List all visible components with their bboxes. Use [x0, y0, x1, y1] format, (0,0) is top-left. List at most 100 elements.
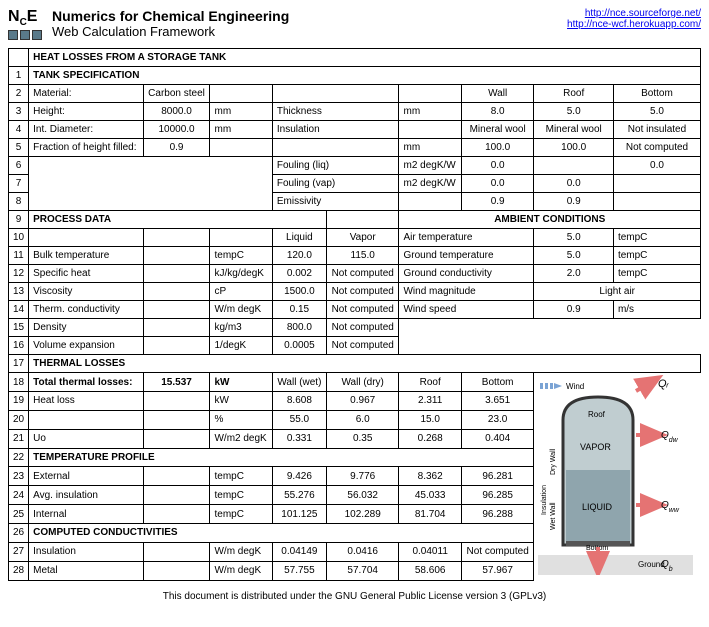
tank-diagram: Ground Roof VAPOR LIQUID Bottom Dry Wall…: [538, 375, 693, 575]
density-liq: 800.0: [272, 319, 326, 337]
ins-thickness-wall: 100.0: [461, 139, 534, 157]
avg-ins-ww: 55.276: [272, 486, 326, 505]
section-tank-spec: TANK SPECIFICATION: [29, 67, 701, 85]
material-label: Material:: [29, 85, 143, 103]
therm-cond-vap: Not computed: [326, 301, 399, 319]
emissivity-roof: 0.9: [534, 193, 614, 211]
insulation-label-diag: Insulation: [541, 485, 548, 515]
col-wall: Wall: [461, 85, 534, 103]
thickness-unit: mm: [399, 103, 461, 121]
heat-loss-wd: 0.967: [326, 392, 399, 411]
air-temp-label: Air temperature: [399, 229, 534, 247]
wind-label: Wind: [566, 382, 584, 391]
main-title: Numerics for Chemical Engineering: [52, 8, 557, 24]
fraction-value: 0.9: [143, 139, 210, 157]
internal-label: Internal: [29, 505, 143, 524]
height-label: Height:: [29, 103, 143, 121]
avg-ins-label: Avg. insulation: [29, 486, 143, 505]
spec-heat-label: Specific heat: [29, 265, 143, 283]
thickness-roof: 5.0: [534, 103, 614, 121]
uo-b: 0.404: [461, 429, 534, 448]
viscosity-label: Viscosity: [29, 283, 143, 301]
uo-wd: 0.35: [326, 429, 399, 448]
uo-r: 0.268: [399, 429, 461, 448]
wind-speed-label: Wind speed: [399, 301, 534, 319]
col-roof: Roof: [534, 85, 614, 103]
fouling-vap-unit: m2 degK/W: [399, 175, 461, 193]
col-bottom: Bottom: [613, 85, 700, 103]
vol-exp-liq: 0.0005: [272, 337, 326, 355]
emissivity-wall: 0.9: [461, 193, 534, 211]
fouling-liq-bottom: 0.0: [613, 157, 700, 175]
avg-ins-wd: 56.032: [326, 486, 399, 505]
internal-ww: 101.125: [272, 505, 326, 524]
cc-ins-wd: 0.0416: [326, 542, 399, 561]
vol-exp-unit: 1/degK: [210, 337, 272, 355]
cc-metal-unit: W/m degK: [210, 561, 272, 580]
ins-thickness-unit: mm: [399, 139, 461, 157]
ins-thickness-roof: 100.0: [534, 139, 614, 157]
fouling-vap-wall: 0.0: [461, 175, 534, 193]
fraction-label: Fraction of height filled:: [29, 139, 143, 157]
bulk-temp-label: Bulk temperature: [29, 247, 143, 265]
fouling-vap-label: Fouling (vap): [272, 175, 399, 193]
dry-wall-label: Dry Wall: [550, 449, 557, 476]
wet-wall-label: Wet Wall: [550, 502, 557, 530]
section-thermal-losses: THERMAL LOSSES: [29, 355, 701, 373]
vol-exp-label: Volume expansion: [29, 337, 143, 355]
material-value: Carbon steel: [143, 85, 210, 103]
footer-text: This document is distributed under the G…: [8, 591, 701, 602]
ground-temp-label: Ground temperature: [399, 247, 534, 265]
fouling-liq-label: Fouling (liq): [272, 157, 399, 175]
internal-unit: tempC: [210, 505, 272, 524]
ext-wd: 9.776: [326, 467, 399, 486]
pct-b: 23.0: [461, 410, 534, 429]
subtitle: Web Calculation Framework: [52, 24, 557, 39]
cc-ins-ww: 0.04149: [272, 542, 326, 561]
fouling-vap-roof: 0.0: [534, 175, 614, 193]
cc-ins-label: Insulation: [29, 542, 143, 561]
internal-r: 81.704: [399, 505, 461, 524]
cc-ins-r: 0.04011: [399, 542, 461, 561]
emissivity-label: Emissivity: [272, 193, 399, 211]
insulation-roof: Mineral wool: [534, 121, 614, 139]
internal-b: 96.288: [461, 505, 534, 524]
col-wall-dry: Wall (dry): [326, 373, 399, 392]
thickness-wall: 8.0: [461, 103, 534, 121]
section-process-data: PROCESS DATA: [29, 211, 327, 229]
ground-cond-label: Ground conductivity: [399, 265, 534, 283]
wind-speed-unit: m/s: [613, 301, 700, 319]
ground-temp-value: 5.0: [534, 247, 614, 265]
page-title: HEAT LOSSES FROM A STORAGE TANK: [29, 49, 701, 67]
col-vapor: Vapor: [326, 229, 399, 247]
section-computed-cond: COMPUTED CONDUCTIVITIES: [29, 524, 534, 543]
page-header: NCE Numerics for Chemical Engineering We…: [8, 8, 701, 40]
cc-ins-b: Not computed: [461, 542, 534, 561]
data-table: HEAT LOSSES FROM A STORAGE TANK 1TANK SP…: [8, 48, 701, 581]
heat-loss-unit: kW: [210, 392, 272, 411]
air-temp-value: 5.0: [534, 229, 614, 247]
air-temp-unit: tempC: [613, 229, 700, 247]
logo: NCE: [8, 8, 42, 40]
uo-ww: 0.331: [272, 429, 326, 448]
cc-ins-unit: W/m degK: [210, 542, 272, 561]
thickness-label: Thickness: [272, 103, 399, 121]
ext-r: 8.362: [399, 467, 461, 486]
avg-ins-unit: tempC: [210, 486, 272, 505]
uo-unit: W/m2 degK: [210, 429, 272, 448]
ground-cond-value: 2.0: [534, 265, 614, 283]
internal-wd: 102.289: [326, 505, 399, 524]
pct-wd: 6.0: [326, 410, 399, 429]
spec-heat-liq: 0.002: [272, 265, 326, 283]
ground-cond-unit: tempC: [613, 265, 700, 283]
wind-mag-label: Wind magnitude: [399, 283, 534, 301]
viscosity-unit: cP: [210, 283, 272, 301]
avg-ins-b: 96.285: [461, 486, 534, 505]
avg-ins-r: 45.033: [399, 486, 461, 505]
link-sourceforge[interactable]: http://nce.sourceforge.net/: [567, 8, 701, 19]
heat-loss-ww: 8.608: [272, 392, 326, 411]
spec-heat-vap: Not computed: [326, 265, 399, 283]
spec-heat-unit: kJ/kg/degK: [210, 265, 272, 283]
link-herokuapp[interactable]: http://nce-wcf.herokuapp.com/: [567, 19, 701, 30]
pct-r: 15.0: [399, 410, 461, 429]
